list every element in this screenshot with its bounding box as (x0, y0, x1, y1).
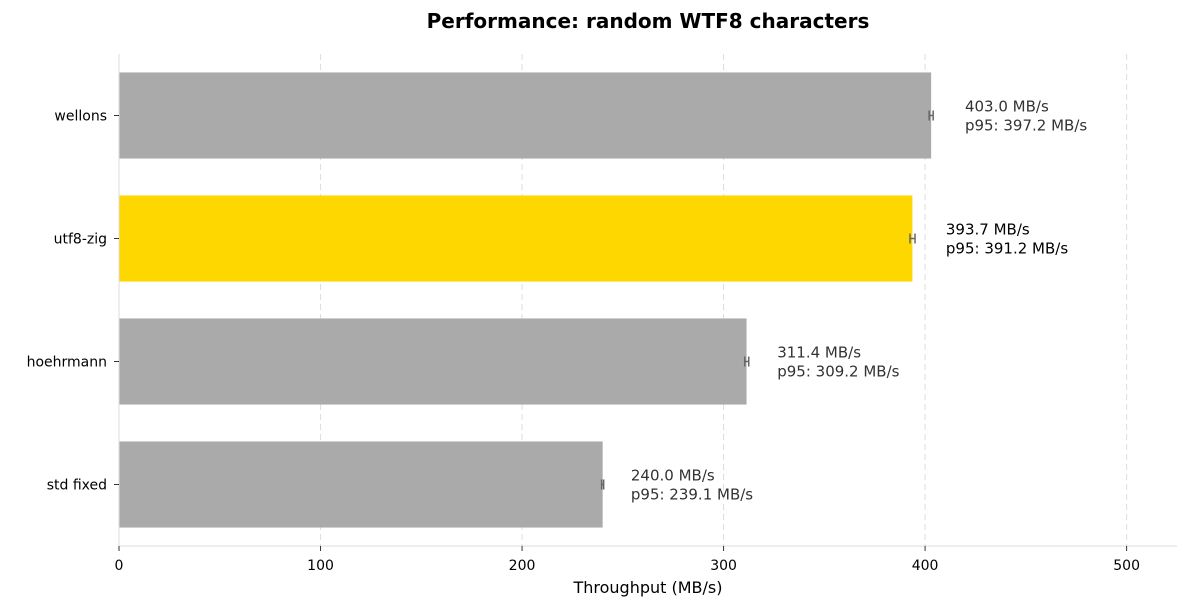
y-tick-label: std fixed (47, 478, 107, 494)
x-tick-label: 500 (1113, 558, 1140, 574)
p95-label: p95: 391.2 MB/s (946, 240, 1068, 258)
bar (119, 72, 932, 159)
value-label: 240.0 MB/s (631, 467, 715, 485)
bars (119, 72, 932, 528)
y-tick-label: wellons (54, 109, 107, 125)
y-axis-ticks: wellons utf8-zig hoehrmann std fixed (27, 109, 119, 494)
p95-label: p95: 397.2 MB/s (965, 117, 1087, 135)
bar (119, 195, 913, 282)
bar (119, 441, 603, 528)
x-axis-label: Throughput (MB/s) (572, 578, 722, 597)
value-label: 311.4 MB/s (777, 344, 861, 362)
chart-title: Performance: random WTF8 characters (427, 9, 870, 33)
x-tick-label: 200 (509, 558, 536, 574)
p95-label: p95: 239.1 MB/s (631, 486, 753, 504)
x-tick-label: 0 (115, 558, 124, 574)
p95-label: p95: 309.2 MB/s (777, 363, 899, 381)
x-tick-label: 400 (912, 558, 939, 574)
y-tick-label: utf8-zig (54, 232, 107, 248)
error-bars (600, 110, 934, 490)
x-tick-label: 100 (307, 558, 334, 574)
value-label: 393.7 MB/s (946, 221, 1030, 239)
bar (119, 318, 747, 405)
value-label: 403.0 MB/s (965, 98, 1049, 116)
x-tick-label: 300 (710, 558, 737, 574)
y-tick-label: hoehrmann (27, 355, 107, 371)
axes (118, 54, 1177, 547)
x-axis-ticks: 0 100 200 300 400 500 (115, 546, 1140, 574)
